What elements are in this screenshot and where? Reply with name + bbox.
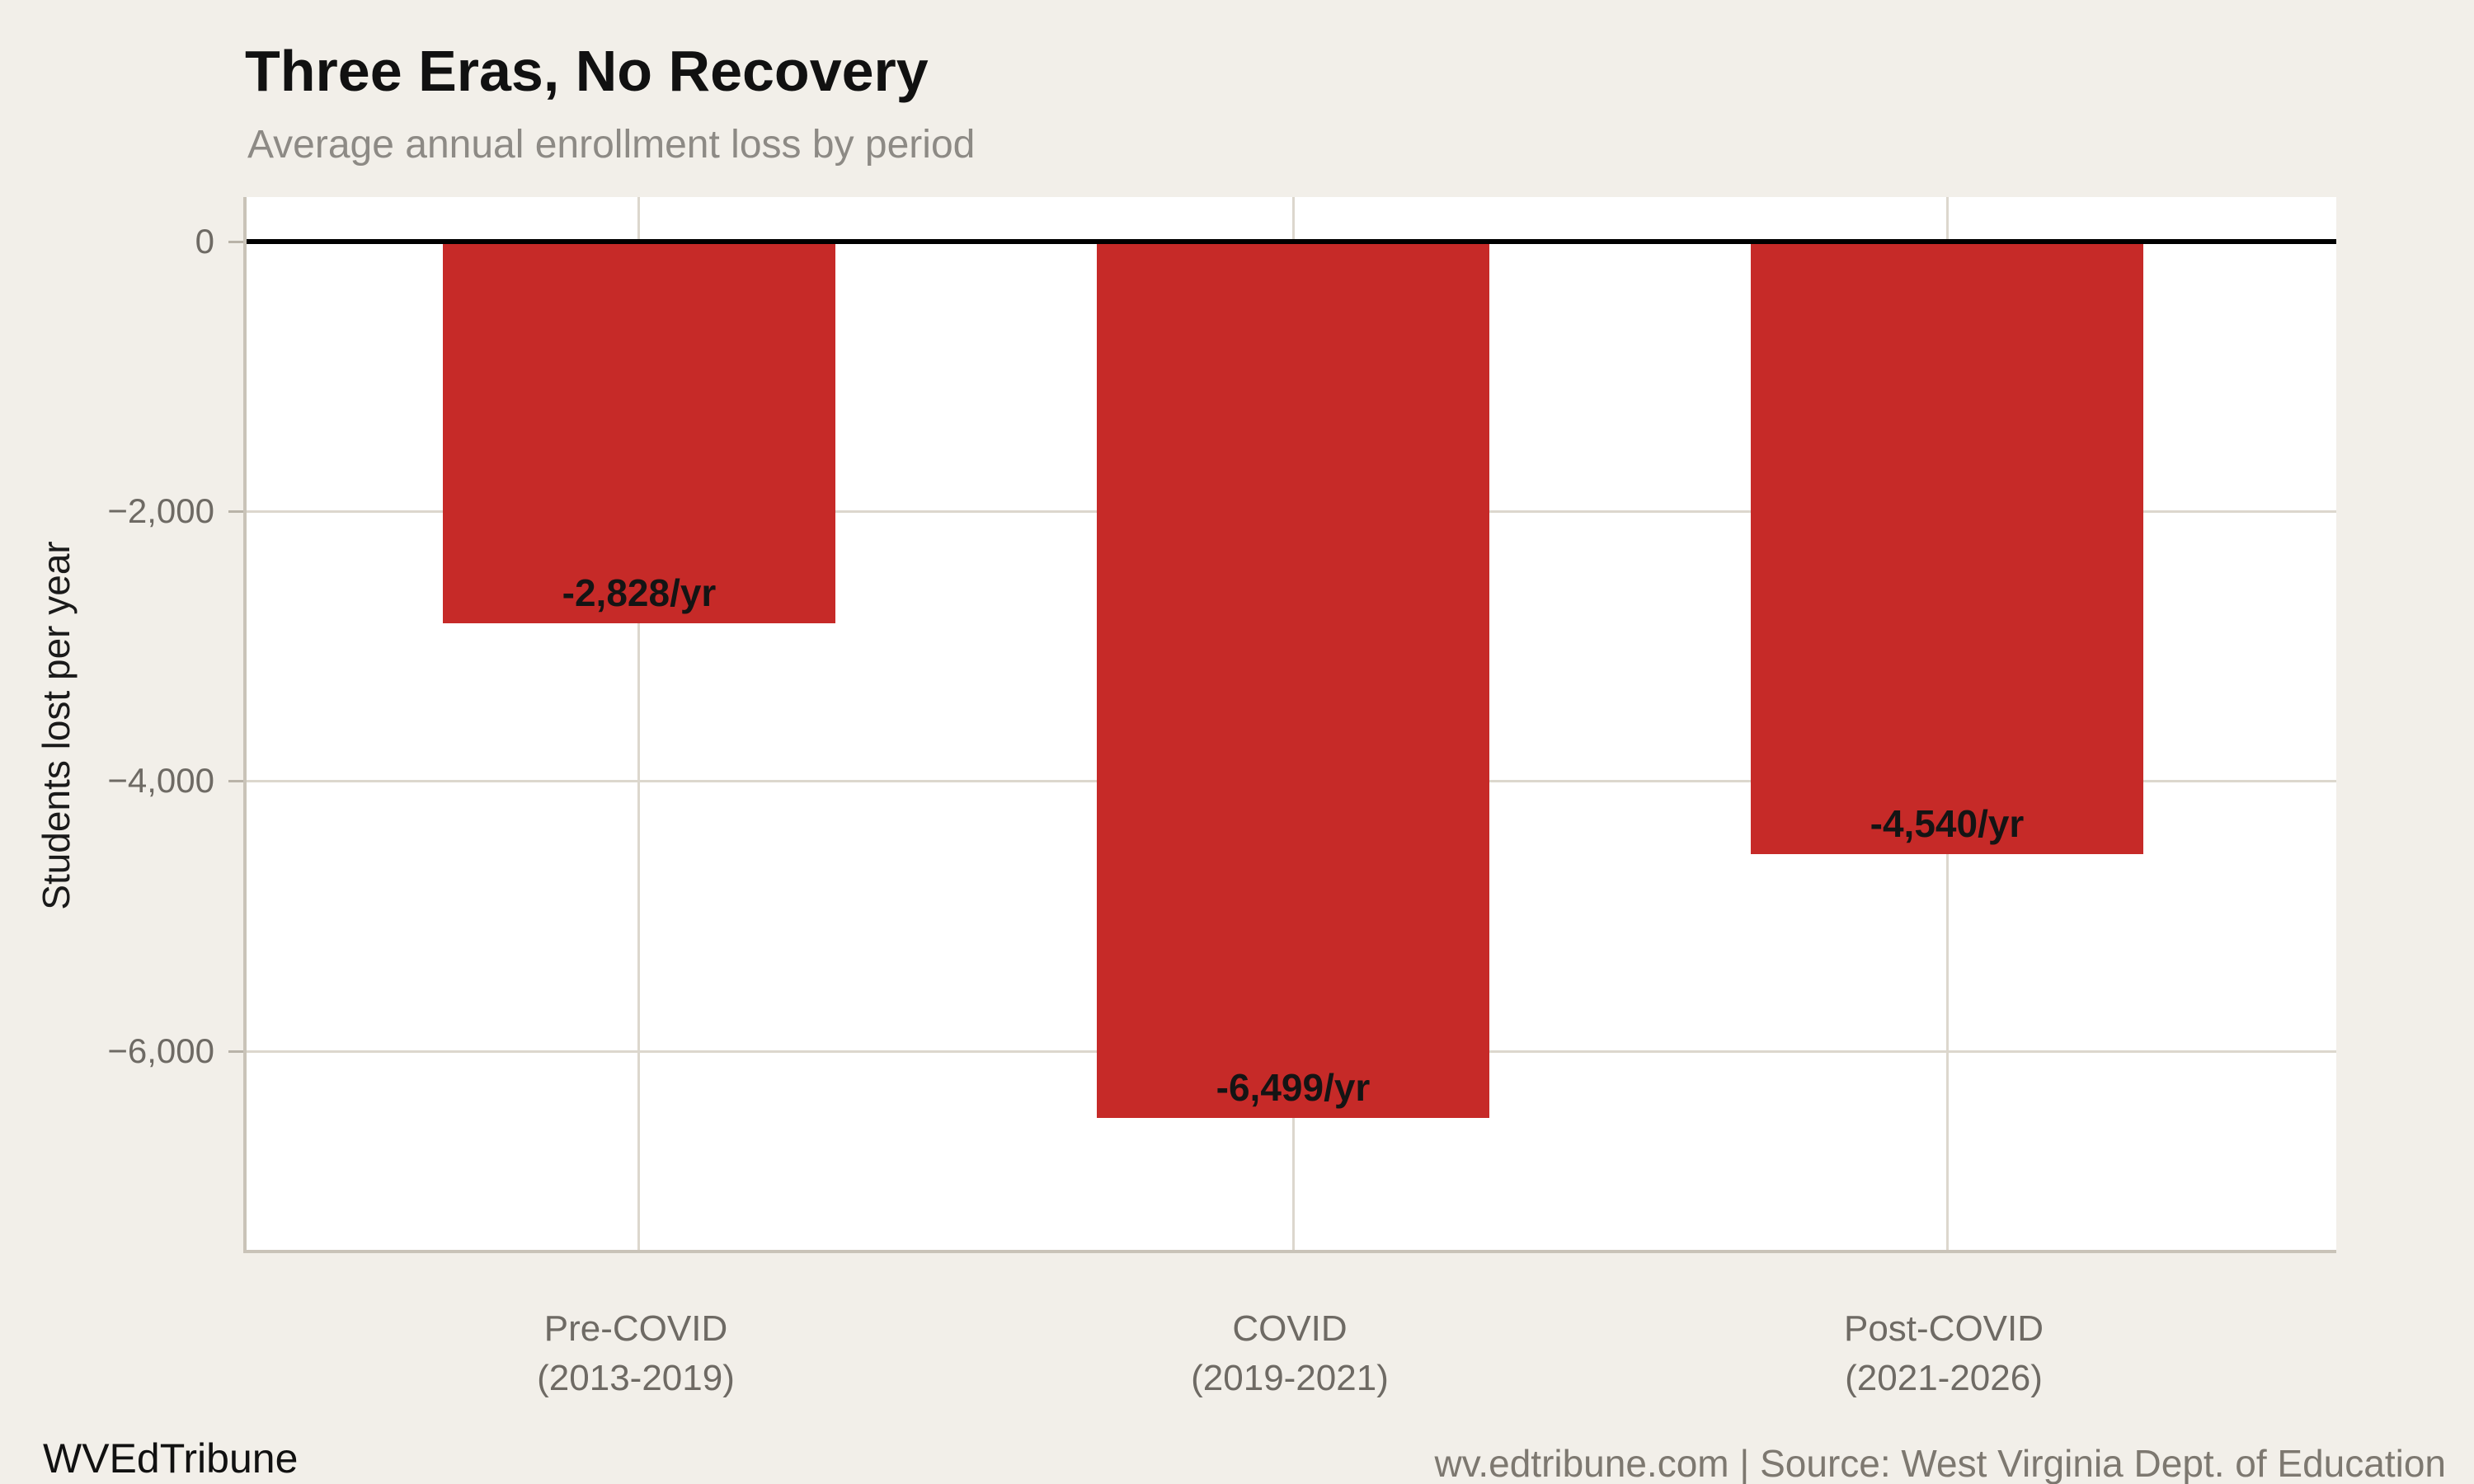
x-category-label: Pre-COVID (2013-2019)	[347, 1304, 924, 1403]
chart-subtitle: Average annual enrollment loss by period	[247, 123, 976, 167]
x-category-label: COVID (2019-2021)	[1001, 1304, 1578, 1403]
y-tick-label: −2,000	[107, 491, 214, 530]
bar-value-label: -4,540/yr	[1870, 802, 2025, 845]
y-tick-label: −4,000	[107, 761, 214, 800]
bar-post-covid	[1751, 244, 2143, 854]
y-tick-label: −6,000	[107, 1031, 214, 1070]
y-axis-tick	[228, 780, 243, 782]
plot-area: -2,828/yr -6,499/yr -4,540/yr	[243, 197, 2336, 1253]
x-category-name: Post-COVID	[1843, 1308, 2044, 1349]
x-category-years: (2013-2019)	[537, 1358, 735, 1398]
bar-covid	[1097, 244, 1489, 1118]
chart-title: Three Eras, No Recovery	[245, 39, 929, 103]
x-category-years: (2021-2026)	[1845, 1358, 2043, 1398]
y-tick-label: 0	[195, 222, 214, 261]
y-axis-title: Students lost per year	[35, 541, 78, 910]
y-axis-tick	[228, 1050, 243, 1053]
x-category-label: Post-COVID (2021-2026)	[1655, 1304, 2232, 1403]
y-axis-tick	[228, 510, 243, 513]
bar-value-label: -2,828/yr	[562, 571, 717, 614]
x-category-name: COVID	[1232, 1308, 1348, 1349]
gridline-vertical	[637, 197, 640, 1250]
footer-attribution: wv.edtribune.com | Source: West Virginia…	[1434, 1442, 2446, 1484]
footer-brand: WVEdTribune	[43, 1435, 299, 1482]
bar-value-label: -6,499/yr	[1216, 1066, 1371, 1109]
zero-baseline	[247, 239, 2336, 244]
x-category-years: (2019-2021)	[1191, 1358, 1389, 1398]
y-axis-tick	[228, 241, 243, 243]
x-category-name: Pre-COVID	[543, 1308, 728, 1349]
bar-pre-covid	[443, 244, 835, 623]
